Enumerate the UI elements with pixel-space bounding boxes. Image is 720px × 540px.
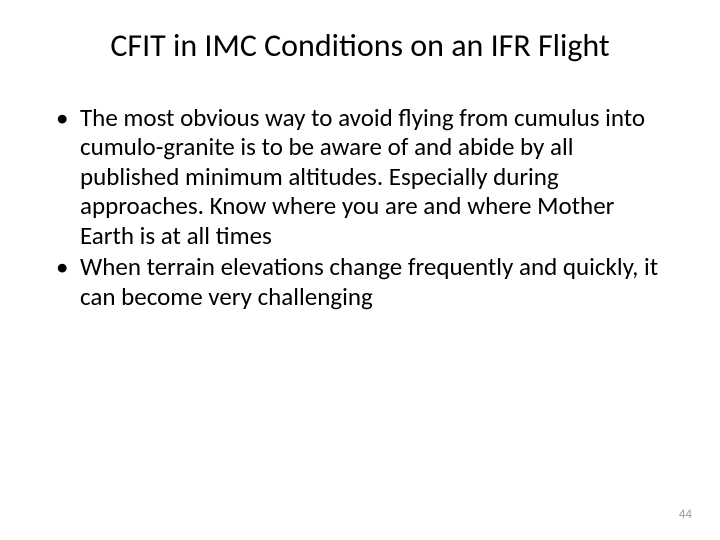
- slide-title: CFIT in IMC Conditions on an IFR Flight: [48, 28, 672, 65]
- slide-container: CFIT in IMC Conditions on an IFR Flight …: [0, 0, 720, 540]
- bullet-list: The most obvious way to avoid flying fro…: [48, 103, 672, 312]
- list-item: When terrain elevations change frequentl…: [48, 252, 672, 311]
- page-number: 44: [679, 507, 692, 522]
- list-item: The most obvious way to avoid flying fro…: [48, 103, 672, 251]
